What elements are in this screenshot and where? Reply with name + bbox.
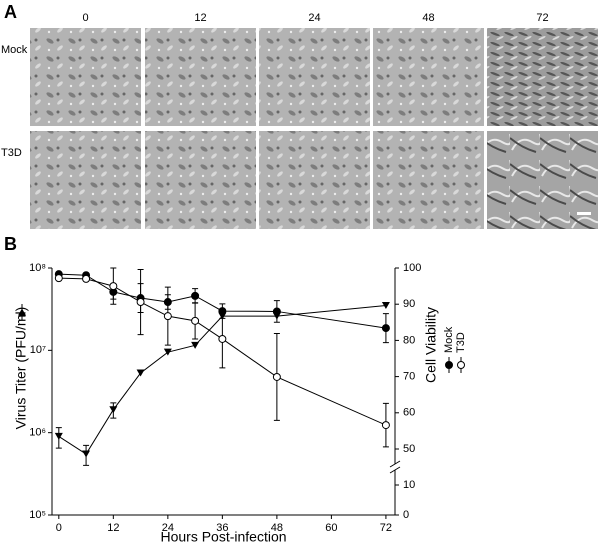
x-tick-label: 60 <box>325 522 337 534</box>
legend-marker <box>457 361 465 369</box>
data-point <box>109 282 118 291</box>
micrograph <box>30 131 141 229</box>
x-tick-label: 24 <box>162 522 174 534</box>
data-point <box>82 274 91 283</box>
column-label: 24 <box>308 12 320 24</box>
x-axis-label: Hours Post-infection <box>160 529 286 545</box>
data-point <box>272 372 281 381</box>
y2-tick-label: 90 <box>403 298 415 310</box>
micrograph <box>145 28 256 126</box>
y-tick-label: 10⁶ <box>29 427 46 439</box>
axis-break <box>389 466 401 474</box>
column-label: 72 <box>536 12 548 24</box>
micrograph <box>259 131 370 229</box>
y2-tick-label: 60 <box>403 407 415 419</box>
y2-tick-label: 50 <box>403 443 415 455</box>
y2-axis-label: Cell Viability <box>423 307 439 383</box>
scale-bar <box>577 212 591 215</box>
data-point <box>381 421 390 430</box>
micrograph <box>487 28 598 126</box>
row-label: T3D <box>1 147 22 159</box>
data-point <box>163 312 172 321</box>
y2-tick-label: 80 <box>403 334 415 346</box>
y2-tick-label: 0 <box>403 509 409 521</box>
data-point <box>54 274 63 283</box>
micrograph <box>145 131 256 229</box>
legend-item: Mock <box>443 326 455 373</box>
x-tick-label: 0 <box>56 522 62 534</box>
data-point <box>218 334 227 343</box>
micrograph-grid: 0 12 24 48 72 Mock T3D <box>1 12 598 229</box>
legend-marker <box>445 361 453 369</box>
data-point <box>54 432 63 440</box>
x-tick-label: 48 <box>271 522 283 534</box>
micrograph <box>373 28 484 126</box>
x-tick-label: 72 <box>380 522 392 534</box>
axis-break <box>389 460 401 468</box>
legend-label: Mock <box>443 326 455 353</box>
data-point <box>272 307 281 316</box>
legend-item <box>18 304 26 320</box>
legend-label: T3D <box>455 332 467 353</box>
data-point <box>191 291 200 300</box>
column-label: 48 <box>422 12 434 24</box>
micrograph <box>373 131 484 229</box>
panel-label: B <box>4 234 17 254</box>
y-tick-label: 10⁵ <box>29 509 46 521</box>
legend-marker <box>18 308 26 316</box>
data-point <box>136 369 145 377</box>
data-point <box>136 298 145 307</box>
y2-tick-label: 70 <box>403 371 415 383</box>
data-point <box>163 348 172 356</box>
micrograph <box>30 28 141 126</box>
data-point <box>191 341 200 349</box>
data-point <box>82 450 91 458</box>
y-tick-label: 10⁷ <box>30 344 46 356</box>
legend-item: T3D <box>455 332 467 373</box>
micrograph <box>259 28 370 126</box>
chart: 0 12 24 36 48 60 72 10⁵ 10⁶ 10⁷ 10⁸ 0 10 50 60 70 80 90 10… <box>13 262 467 545</box>
column-label: 0 <box>82 12 88 24</box>
column-label: 12 <box>194 12 206 24</box>
data-point <box>381 302 390 310</box>
x-tick-label: 12 <box>107 522 119 534</box>
y-tick-label: 10⁸ <box>29 262 46 274</box>
y2-tick-label: 10 <box>403 479 415 491</box>
data-point <box>191 316 200 325</box>
y-axis-label: Virus Titer (PFU/ml) <box>13 307 29 430</box>
panel-label: A <box>4 2 17 22</box>
data-point <box>109 406 118 414</box>
y2-tick-label: 100 <box>403 262 421 274</box>
x-tick-label: 36 <box>216 522 228 534</box>
data-point <box>381 324 390 333</box>
row-label: Mock <box>1 44 28 56</box>
